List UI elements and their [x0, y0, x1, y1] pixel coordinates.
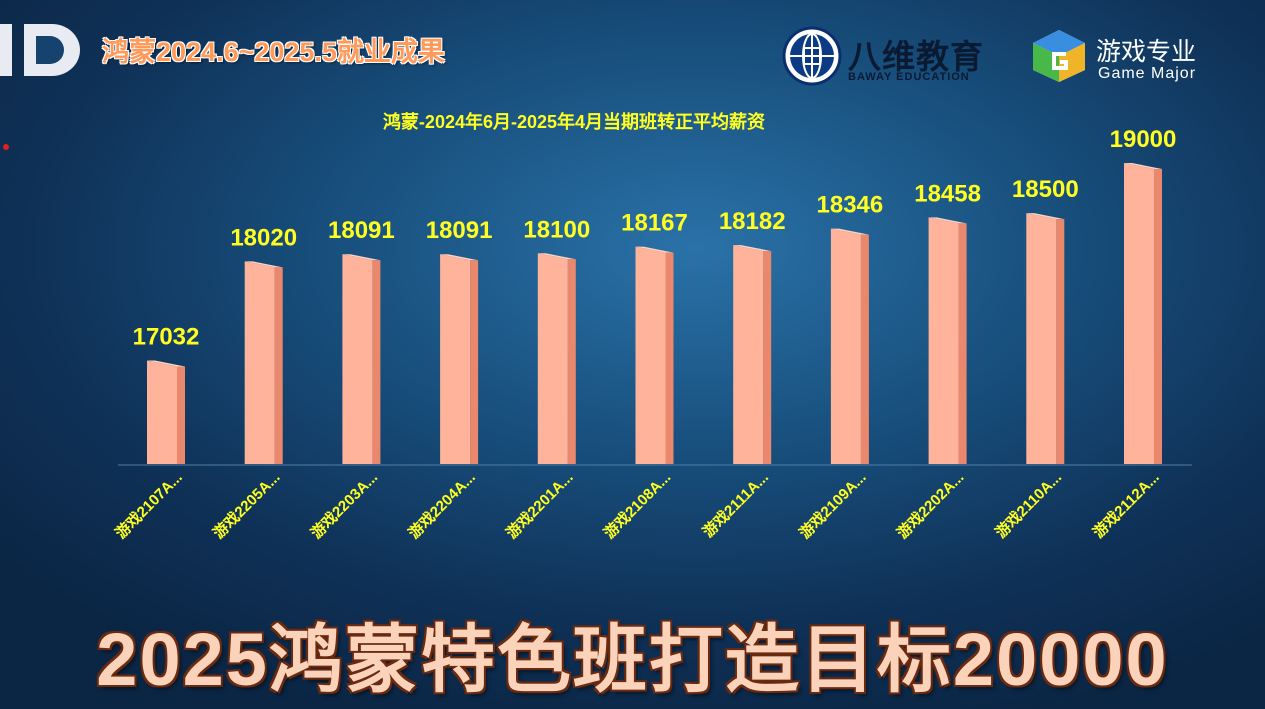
- bar-side-2: [372, 260, 381, 464]
- globe-icon: [782, 26, 842, 86]
- bar-top-0: [147, 360, 185, 367]
- bawei-education-logo: 八维教育 BAWAY EDUCATION: [782, 26, 997, 86]
- bar-top-4: [537, 253, 576, 260]
- value-label-2: 18091: [328, 217, 395, 244]
- value-label-8: 18458: [914, 180, 981, 207]
- game-major-subtitle: Game Major: [1098, 65, 1197, 82]
- category-label-5: 游戏2108A...: [600, 468, 674, 542]
- category-label-8: 游戏2202A...: [893, 468, 967, 542]
- game-major-logo: 游戏专业 Game Major: [1030, 28, 1230, 88]
- bar-side-8: [958, 223, 967, 464]
- category-label-0: 游戏2107A...: [112, 468, 186, 542]
- category-label-2: 游戏2203A...: [307, 468, 381, 542]
- value-label-10: 19000: [1110, 126, 1177, 153]
- bawei-brand-subtitle: BAWAY EDUCATION: [848, 71, 970, 83]
- bar-top-2: [342, 254, 381, 261]
- value-label-5: 18167: [621, 210, 688, 237]
- value-label-0: 17032: [133, 323, 200, 350]
- bar-side-5: [665, 252, 674, 464]
- bar-side-1: [274, 267, 283, 464]
- bar-top-10: [1124, 163, 1162, 169]
- bar-top-6: [733, 245, 772, 252]
- red-dot-marker: [3, 144, 9, 150]
- bar-top-1: [244, 261, 283, 268]
- bar-top-3: [440, 254, 479, 261]
- value-label-4: 18100: [523, 216, 590, 243]
- category-label-6: 游戏2111A...: [699, 468, 772, 541]
- category-label-1: 游戏2205A...: [209, 468, 283, 542]
- bar-top-8: [928, 217, 967, 224]
- salary-bar-chart: 鸿蒙-2024年6月-2025年4月当期班转正平均薪资 17032 游戏2107A.…: [112, 111, 1192, 542]
- value-label-1: 18020: [230, 224, 297, 251]
- bar-side-10: [1154, 169, 1162, 464]
- bar-side-6: [763, 251, 772, 464]
- bar-top-9: [1026, 213, 1065, 220]
- category-label-3: 游戏2204A...: [405, 468, 479, 542]
- bar-side-3: [470, 260, 479, 464]
- bar-5: [635, 246, 666, 464]
- target-slogan: 2025鸿蒙特色班打造目标20000: [96, 618, 1169, 701]
- bar-0: [147, 360, 177, 464]
- category-label-9: 游戏2110A...: [992, 468, 1065, 541]
- game-cube-icon: [1033, 30, 1085, 82]
- bar-8: [928, 217, 959, 464]
- category-label-7: 游戏2109A...: [796, 468, 870, 542]
- bar-7: [830, 228, 861, 464]
- corner-brand-mark: [0, 24, 80, 76]
- bawei-brand-name: 八维教育: [848, 38, 984, 75]
- value-label-9: 18500: [1012, 176, 1079, 203]
- bar-top-7: [830, 228, 869, 235]
- value-label-7: 18346: [817, 192, 884, 219]
- bar-9: [1026, 213, 1057, 464]
- game-major-name: 游戏专业: [1096, 38, 1197, 66]
- page-title: 鸿蒙2024.6~2025.5就业成果: [102, 37, 445, 67]
- bar-6: [733, 245, 764, 464]
- bar-3: [440, 254, 471, 464]
- bar-4: [537, 253, 568, 464]
- bar-2: [342, 254, 373, 464]
- bar-10: [1124, 163, 1154, 464]
- bar-top-5: [635, 246, 674, 253]
- bar-side-7: [860, 234, 869, 464]
- bar-side-9: [1056, 219, 1065, 464]
- bar-side-0: [177, 366, 185, 464]
- value-label-3: 18091: [426, 217, 493, 244]
- category-label-10: 游戏2112A...: [1089, 468, 1162, 541]
- bar-1: [244, 261, 275, 464]
- category-label-4: 游戏2201A...: [503, 468, 577, 542]
- chart-title: 鸿蒙-2024年6月-2025年4月当期班转正平均薪资: [383, 111, 765, 132]
- value-label-6: 18182: [719, 208, 786, 235]
- bar-side-4: [567, 259, 576, 464]
